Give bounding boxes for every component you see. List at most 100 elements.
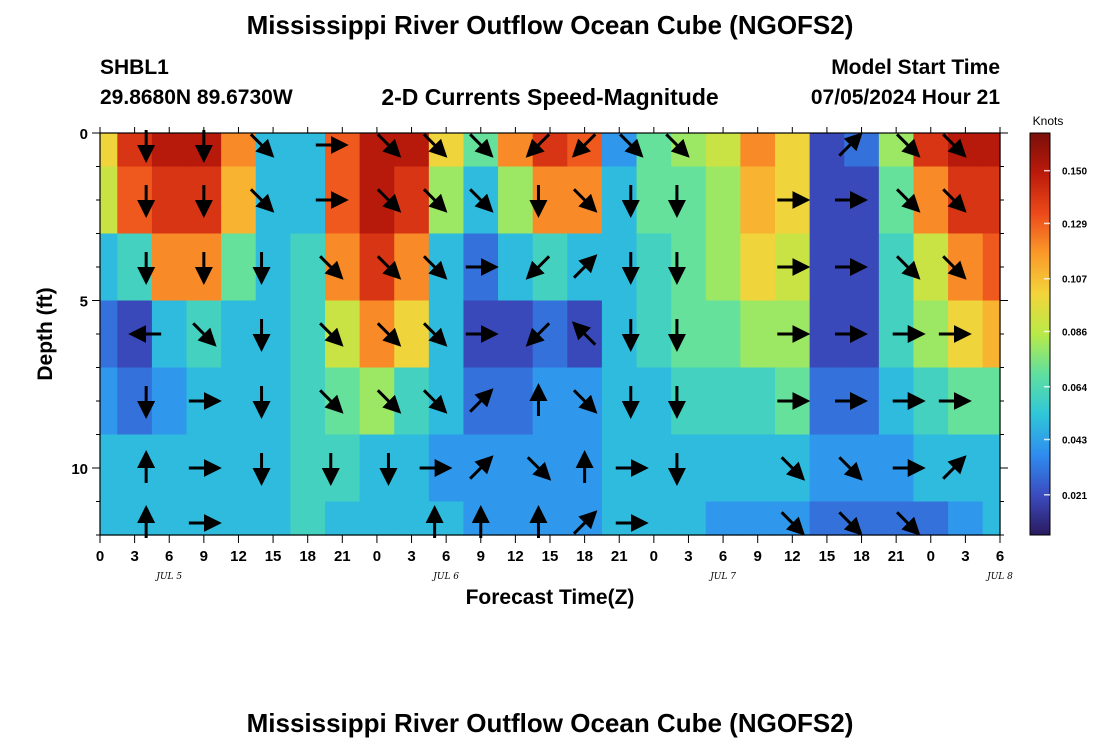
current-vector [422,389,448,414]
heatmap-cell [775,133,811,168]
heatmap-cell [913,166,949,235]
colorbar: Knots 0.021 0.043 0.064 0.086 0.107 0.129 0.15… [1029,114,1087,536]
y-tick-label: 0 [80,126,88,143]
heatmap-cell [740,133,776,168]
heatmap-cell [290,133,326,168]
heatmap-cell [359,501,395,536]
colorbar-tick-label: 0.086 [1062,327,1087,338]
current-vector [572,254,598,279]
current-vector [895,255,921,280]
heatmap-cell [100,501,118,536]
heatmap-cell [601,501,638,536]
current-vector [942,455,967,480]
heatmap-cell [982,166,1001,235]
heatmap-cell [809,501,845,536]
current-vector [838,456,863,481]
model-start-value: 07/05/2024 Hour 21 [810,86,1000,109]
heatmap-cell [100,367,118,436]
current-vector [619,133,644,158]
heatmap-cell [948,133,984,168]
current-vector [572,510,598,535]
x-tick-label: 3 [684,548,692,565]
current-vector [665,133,690,158]
heatmap-cell [878,133,915,168]
colorbar-tick-label: 0.150 [1062,167,1087,178]
colorbar-tick-label: 0.043 [1062,436,1087,447]
heatmap-cell [498,133,534,168]
heatmap-cell [982,133,1001,168]
current-vector [249,188,275,213]
heatmap-cell [151,367,188,436]
heatmap-cell [100,233,118,302]
x-tick-label: 3 [961,548,969,565]
heatmap-cell [290,434,326,503]
heatmap-cell [636,133,672,168]
colorbar-tick-label: 0.064 [1062,383,1087,394]
heatmap-cell [982,501,1001,536]
current-vector [376,322,402,347]
heatmap-cell [255,133,291,168]
heatmap-cell [255,501,291,536]
current-vector [469,388,494,413]
x-tick-label: 9 [754,548,762,565]
x-tick-label: 15 [265,548,282,565]
heatmap-cell [290,367,326,436]
heatmap-cell [394,166,430,235]
heatmap-cell [636,367,672,436]
current-vector [525,255,551,280]
current-vector [572,188,598,213]
x-tick-label: 9 [477,548,485,565]
x-tick-label: 0 [96,548,104,565]
x-tick-label: 15 [542,548,559,565]
x-axis: 0 3 6 9 12 15 18 21 0 3 6 9 12 15 18 21 0 3 6 9 12 15 18 21 0 3 6 J… [96,127,1013,582]
heatmap-cell [100,434,118,503]
heatmap-cell [982,233,1001,302]
colorbar-tick-label: 0.021 [1062,491,1087,502]
x-tick-label: 3 [407,548,415,565]
x-tick-label: 21 [611,548,628,565]
y-tick-label: 5 [80,294,88,311]
colorbar-tick-label: 0.129 [1062,219,1087,230]
heatmap-cell [221,233,257,302]
heatmap-cell [913,133,949,168]
heatmap-cell [151,166,188,235]
heatmap-cell [221,133,257,168]
heatmap-cell [913,501,949,536]
heatmap-cell [428,133,465,168]
current-vector [376,389,402,414]
x-tick-label: 12 [784,548,801,565]
model-start-label: Model Start Time [831,56,1000,79]
heatmap-cell [705,233,741,302]
current-vector [319,255,344,280]
heatmap-cell [982,367,1001,436]
current-vector [942,188,967,213]
current-vector [319,389,344,414]
heatmap-cell [671,133,707,168]
x-tick-label: 15 [819,548,836,565]
current-vector [422,133,448,158]
station-id: SHBL1 [100,56,169,79]
current-vector [192,322,217,347]
x-tick-label: 3 [130,548,138,565]
heatmap-cell [394,233,430,302]
chart-subtitle: 2-D Currents Speed-Magnitude [381,84,719,110]
heatmap-cell [740,367,776,436]
heatmap-cell [740,434,776,503]
heatmap-cell [221,501,257,536]
heatmap-cell [394,133,430,168]
x-tick-label: 21 [888,548,905,565]
heatmap-cell [498,166,534,235]
heatmap-cells [100,133,1001,536]
current-vector [422,322,448,347]
current-vector [838,132,863,157]
current-vector [572,389,598,414]
current-vector [422,255,448,280]
current-vector [469,455,494,480]
heatmap-cell [186,501,222,536]
heatmap-cell [740,166,776,235]
station-coordinates: 29.8680N 89.6730W [100,86,293,109]
heatmap-cell [290,300,326,369]
date-label: JUL 5 [154,572,182,582]
current-vector [469,133,494,158]
